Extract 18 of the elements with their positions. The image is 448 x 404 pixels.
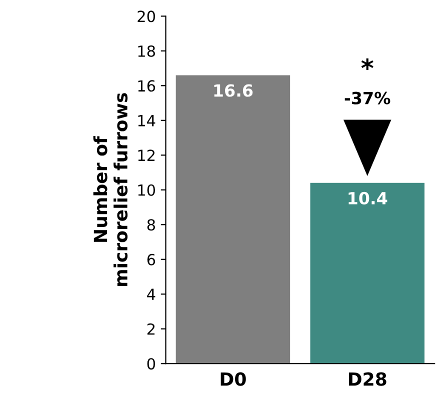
annotation: -37% <box>344 92 390 104</box>
x-tick-label: D28 <box>348 372 386 386</box>
y-tick-label: 6 <box>147 254 156 266</box>
y-tick-label: 14 <box>138 115 156 126</box>
y-tick-label: 4 <box>147 288 156 300</box>
data-label: 16.6 <box>214 84 253 97</box>
y-axis-title: Number of microrelief furrows <box>93 93 128 286</box>
y-tick-label: 2 <box>147 323 155 335</box>
y-tick-label: 20 <box>138 10 156 22</box>
x-tick-label: D0 <box>220 372 246 386</box>
y-tick-label: 0 <box>147 358 156 370</box>
annotation: * <box>361 58 374 70</box>
y-tick-label: 10 <box>138 184 156 196</box>
y-tick-label: 12 <box>138 150 155 161</box>
y-tick-label: 16 <box>138 80 156 92</box>
y-tick-label: 8 <box>147 219 155 231</box>
data-label: 10.4 <box>348 192 388 205</box>
y-tick-label: 18 <box>138 45 155 57</box>
